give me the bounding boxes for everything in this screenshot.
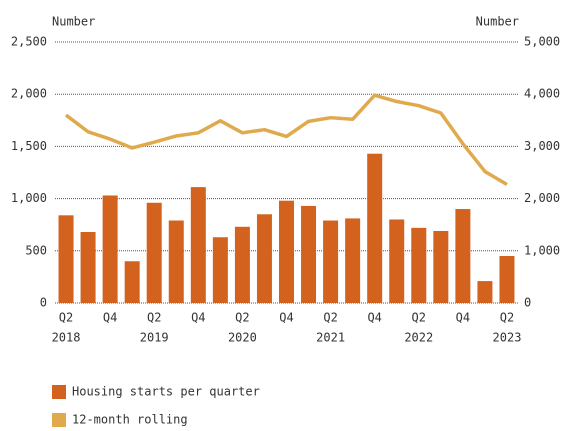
- bar: [301, 205, 317, 303]
- bar: [345, 218, 361, 303]
- y-tick-label: 1,000: [11, 191, 47, 205]
- x-group-label: 2021: [316, 331, 345, 345]
- x-group-label: 2019: [140, 331, 169, 345]
- bar: [80, 232, 96, 303]
- bar: [190, 187, 206, 303]
- bar: [256, 214, 272, 303]
- bar: [58, 215, 74, 303]
- y2-tick-label: 0: [524, 296, 531, 310]
- y-tick-label: 2,500: [11, 35, 47, 49]
- x-group-label: 2023: [493, 331, 522, 345]
- y-axis-label: Number: [52, 15, 95, 29]
- legend-label: Housing starts per quarter: [72, 385, 260, 399]
- bar: [279, 200, 294, 303]
- x-tick-label: Q4: [103, 311, 117, 325]
- legend-swatch: [52, 413, 66, 427]
- y-tick-label: 2,000: [11, 87, 47, 101]
- x-group-label: 2018: [52, 331, 81, 345]
- bar: [389, 219, 405, 303]
- x-tick-label: Q2: [412, 311, 426, 325]
- y2-tick-label: 1,000: [524, 243, 560, 257]
- bar: [146, 202, 162, 303]
- x-tick-label: Q4: [191, 311, 205, 325]
- y2-tick-label: 2,000: [524, 191, 560, 205]
- bar: [367, 153, 383, 303]
- bar: [477, 281, 493, 303]
- legend-swatch: [52, 385, 66, 399]
- y2-tick-label: 3,000: [524, 139, 560, 153]
- bar: [323, 220, 339, 303]
- x-tick-label: Q4: [279, 311, 293, 325]
- bar: [168, 220, 184, 303]
- bar: [124, 261, 140, 303]
- bar: [411, 227, 427, 303]
- x-tick-label: Q4: [367, 311, 381, 325]
- x-group-label: 2022: [404, 331, 433, 345]
- bar: [212, 237, 228, 303]
- bar: [102, 195, 118, 303]
- bar: [455, 209, 471, 303]
- bar: [234, 226, 250, 303]
- bar: [499, 256, 515, 303]
- x-tick-label: Q4: [456, 311, 470, 325]
- y-tick-label: 1,500: [11, 139, 47, 153]
- x-tick-label: Q2: [147, 311, 161, 325]
- x-tick-label: Q2: [500, 311, 514, 325]
- y2-tick-label: 5,000: [524, 35, 560, 49]
- y2-tick-label: 4,000: [524, 87, 560, 101]
- x-tick-label: Q2: [59, 311, 73, 325]
- legend-label: 12-month rolling: [72, 413, 188, 427]
- y-tick-label: 0: [40, 296, 47, 310]
- x-group-label: 2020: [228, 331, 257, 345]
- y-tick-label: 500: [25, 243, 47, 257]
- y2-axis-label: Number: [476, 15, 519, 29]
- x-tick-label: Q2: [323, 311, 337, 325]
- x-tick-label: Q2: [235, 311, 249, 325]
- line: [64, 93, 508, 187]
- bar: [433, 230, 449, 303]
